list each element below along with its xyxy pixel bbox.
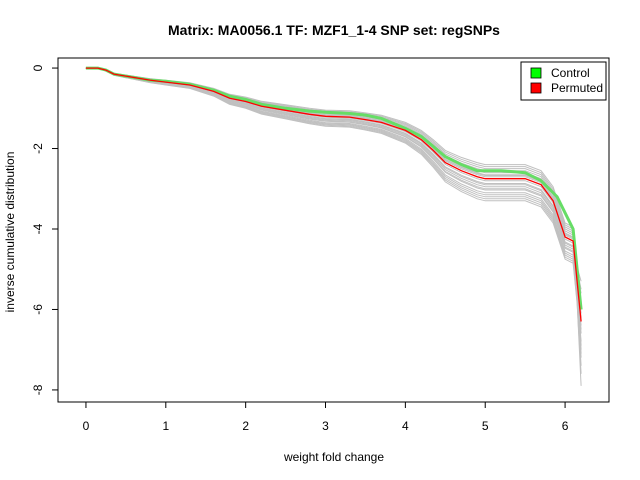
x-tick-label: 2 xyxy=(242,419,249,433)
y-tick-label: -8 xyxy=(31,384,45,395)
x-tick-label: 1 xyxy=(162,419,169,433)
legend: Control Permuted xyxy=(520,61,607,101)
series-line-permuted xyxy=(85,67,582,322)
x-tick-label: 0 xyxy=(83,419,90,433)
chart-title: Matrix: MA0056.1 TF: MZF1_1-4 SNP set: r… xyxy=(168,22,500,38)
y-tick-label: 0 xyxy=(31,64,45,71)
x-tick-label: 5 xyxy=(482,419,489,433)
background-line xyxy=(85,67,582,342)
plot-frame xyxy=(57,57,610,403)
x-axis-label: weight fold change xyxy=(283,450,384,464)
background-line xyxy=(85,67,582,314)
legend-label-permuted: Permuted xyxy=(551,81,603,95)
series-lines xyxy=(85,66,583,322)
x-tick-label: 4 xyxy=(402,419,409,433)
legend-swatch-control xyxy=(530,67,542,79)
legend-label-control: Control xyxy=(551,66,590,80)
background-line xyxy=(85,67,582,386)
legend-swatch-permuted xyxy=(530,82,542,94)
x-tick-label: 6 xyxy=(562,419,569,433)
y-axis: 0 -2 -4 -6 -8 xyxy=(31,64,59,395)
y-tick-label: -2 xyxy=(31,143,45,154)
y-tick-label: -6 xyxy=(31,304,45,315)
y-axis-label: inverse cumulative distribution xyxy=(3,152,17,313)
x-tick-label: 3 xyxy=(322,419,329,433)
y-tick-label: -4 xyxy=(31,223,45,234)
background-line xyxy=(85,67,582,346)
background-lines xyxy=(85,67,582,386)
x-axis: 0 1 2 3 4 5 6 xyxy=(83,401,569,433)
